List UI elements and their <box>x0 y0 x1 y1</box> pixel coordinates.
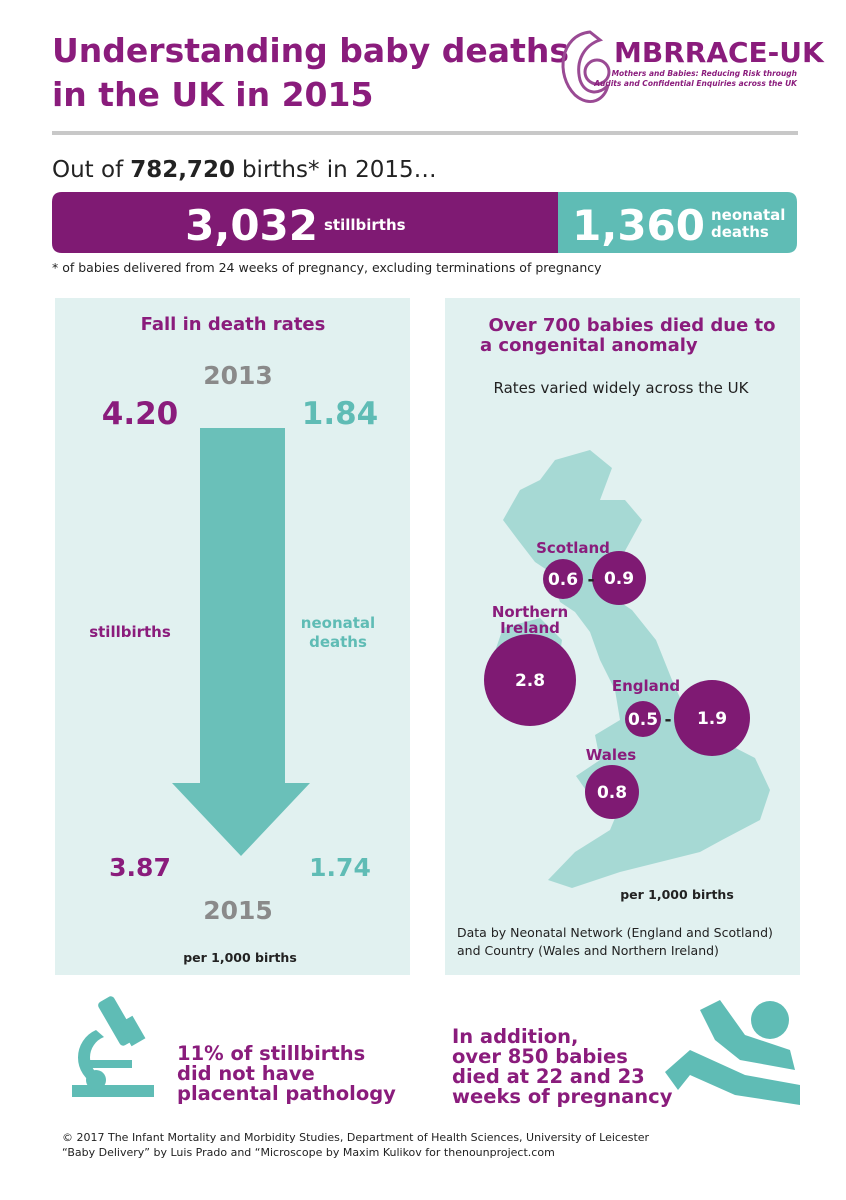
intro: Out of 782,720 births* in 2015… <box>52 157 437 183</box>
bubble <box>592 551 646 605</box>
separator: - <box>664 710 671 730</box>
region-name: Scotland <box>536 539 610 557</box>
neonatal-label: deaths <box>711 223 769 241</box>
credit: © 2017 The Infant Mortality and Morbidit… <box>62 1131 650 1144</box>
stillbirths-label: stillbirths <box>89 623 171 641</box>
rate: 2.8 <box>515 671 545 691</box>
fact: did not have <box>177 1062 315 1085</box>
region-name: Northern <box>492 603 568 621</box>
neonatal-count: 1,360 <box>572 201 705 250</box>
births: 782,720 <box>130 157 235 183</box>
credit: “Baby Delivery” by Luis Prado and “Micro… <box>62 1146 555 1159</box>
down-arrow <box>172 428 310 856</box>
intro-text: Out of <box>52 157 124 183</box>
neonatal-label: deaths <box>309 633 367 651</box>
region-name: England <box>612 677 680 695</box>
fact: died at 22 and 23 <box>452 1065 645 1088</box>
logo-mark <box>583 58 611 86</box>
subtitle: Rates varied widely across the UK <box>494 379 750 397</box>
logo-name: MBRRACE-UK <box>614 36 825 69</box>
fact: In addition, <box>452 1025 578 1048</box>
note: Data by Neonatal Network (England and Sc… <box>457 925 773 940</box>
rate: 0.5 <box>628 710 658 730</box>
rate: 0.6 <box>548 570 578 590</box>
fact: over 850 babies <box>452 1045 628 1068</box>
region-name: Wales <box>586 746 636 764</box>
rate: 1.9 <box>697 709 727 729</box>
bubbles <box>484 551 750 819</box>
microscope-icon <box>72 996 154 1097</box>
fact: placental pathology <box>177 1082 396 1105</box>
bubble <box>674 680 750 756</box>
year: 2013 <box>203 361 273 390</box>
bubble <box>585 765 639 819</box>
bubble <box>625 701 661 737</box>
stillbirths-rate: 4.20 <box>102 396 179 432</box>
separator: - <box>587 570 594 590</box>
bubble <box>484 634 576 726</box>
map-great-britain <box>503 450 770 888</box>
rate: 0.9 <box>604 569 634 589</box>
footnote: * of babies delivered from 24 weeks of p… <box>52 260 602 275</box>
divider <box>52 131 798 135</box>
stillbirths-rate: 3.87 <box>109 853 171 882</box>
title: Understanding baby deaths <box>52 31 569 70</box>
region-name: Ireland <box>500 619 560 637</box>
neonatal-label: neonatal <box>711 206 785 224</box>
logo-tagline: Audits and Confidential Enquiries across… <box>593 79 798 88</box>
intro-text: births* in 2015… <box>242 157 437 183</box>
year: 2015 <box>203 896 273 925</box>
neonatal-rate: 1.74 <box>309 853 371 882</box>
neonatal-label: neonatal <box>301 614 375 632</box>
logo-tagline: Mothers and Babies: Reducing Risk throug… <box>612 69 797 78</box>
fact: weeks of pregnancy <box>452 1085 673 1108</box>
bubble <box>543 559 583 599</box>
logo: MBRRACE-UK Mothers and Babies: Reducing … <box>561 30 825 103</box>
logo-mark <box>561 30 610 103</box>
unit: per 1,000 births <box>620 887 734 902</box>
panel-title: a congenital anomaly <box>480 335 698 356</box>
panel-title: Fall in death rates <box>141 314 326 335</box>
rate: 0.8 <box>597 783 627 803</box>
unit: per 1,000 births <box>183 950 297 965</box>
fact: 11% of stillbirths <box>177 1042 365 1065</box>
stillbirths-bar <box>52 192 558 253</box>
neonatal-bar <box>558 192 797 253</box>
stillbirths-label: stillbirths <box>324 216 406 234</box>
neonatal-rate: 1.84 <box>302 396 379 432</box>
title: in the UK in 2015 <box>52 75 373 114</box>
note: and Country (Wales and Northern Ireland) <box>457 943 719 958</box>
panel-title: Over 700 babies died due to <box>488 315 775 336</box>
stillbirths-count: 3,032 <box>185 201 318 250</box>
baby-icon <box>665 1000 800 1105</box>
